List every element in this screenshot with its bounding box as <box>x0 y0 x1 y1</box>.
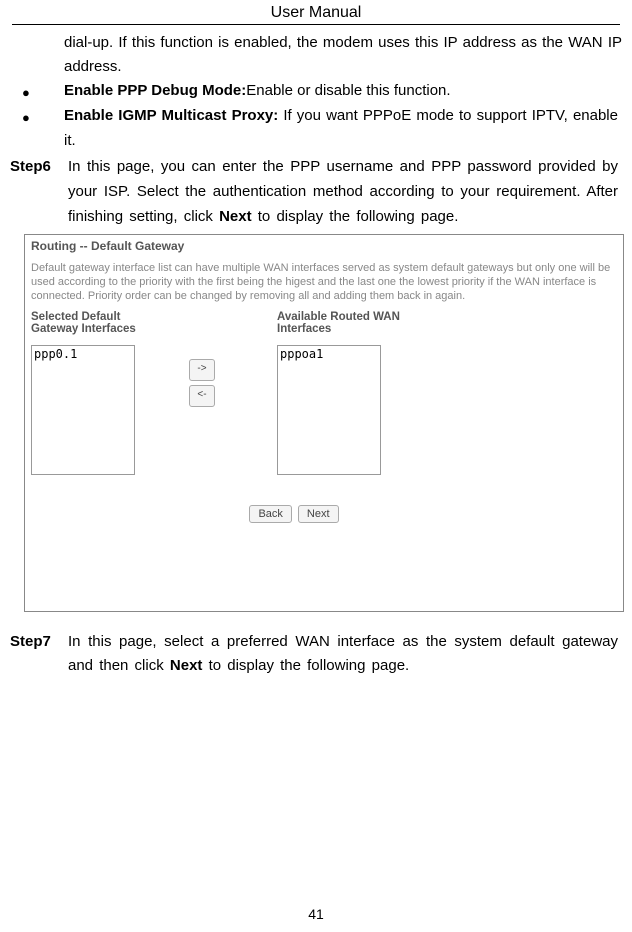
step6-row: Step6 In this page, you can enter the PP… <box>10 155 622 229</box>
bullet-rest: Enable or disable this function. <box>246 82 450 99</box>
step7-text-after: to display the following page. <box>202 657 409 674</box>
step6-label: Step6 <box>10 155 68 229</box>
ss-title: Routing -- Default Gateway <box>25 235 623 255</box>
next-button[interactable]: Next <box>298 505 339 523</box>
page-number: 41 <box>0 906 632 922</box>
step6-text-after: to display the following page. <box>252 208 459 225</box>
bullet-item: ● Enable IGMP Multicast Proxy: If you wa… <box>22 104 622 154</box>
move-left-button[interactable]: <- <box>189 385 215 407</box>
available-wan-listbox[interactable]: pppoa1 <box>277 345 381 475</box>
bullet-bold: Enable IGMP Multicast Proxy: <box>64 107 283 124</box>
step7-bold: Next <box>170 657 203 674</box>
intro-tail-text: dial-up. If this function is enabled, th… <box>64 31 622 79</box>
bullet-item: ● Enable PPP Debug Mode:Enable or disabl… <box>22 79 622 104</box>
move-right-button[interactable]: -> <box>189 359 215 381</box>
back-button[interactable]: Back <box>249 505 291 523</box>
bullet-icon: ● <box>22 79 64 104</box>
page-header-title: User Manual <box>12 0 620 25</box>
selected-gateway-listbox[interactable]: ppp0.1 <box>31 345 135 475</box>
ss-right-label: Available Routed WANInterfaces <box>277 311 521 345</box>
bullet-icon: ● <box>22 104 64 154</box>
bullet-bold: Enable PPP Debug Mode: <box>64 82 246 99</box>
ss-left-label: Selected DefaultGateway Interfaces <box>31 311 275 345</box>
step6-bold: Next <box>219 208 252 225</box>
ss-desc: Default gateway interface list can have … <box>25 255 623 310</box>
step7-row: Step7 In this page, select a preferred W… <box>10 630 622 680</box>
routing-screenshot: Routing -- Default Gateway Default gatew… <box>24 234 624 612</box>
step7-label: Step7 <box>10 630 68 680</box>
